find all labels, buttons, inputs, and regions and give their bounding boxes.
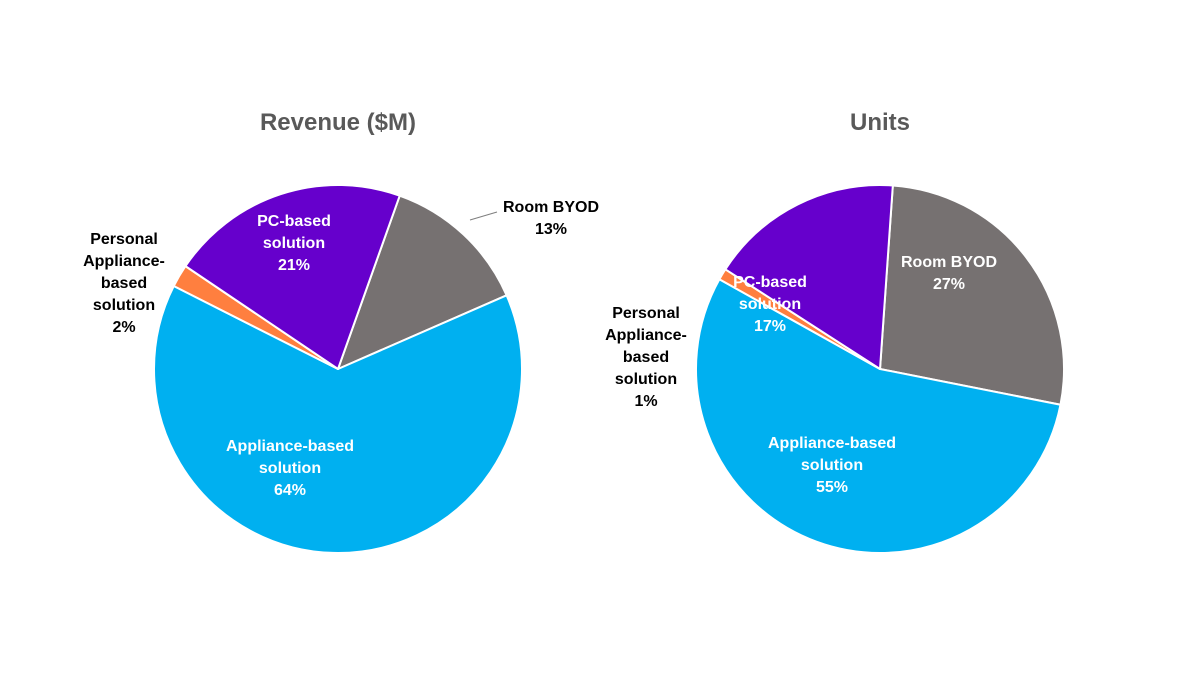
units-data-label-pc-based-solution: PC-based solution 17% [733,274,807,335]
units-data-label-personal-appliance-based-solution: Personal Appliance-based solution 1% [605,305,687,410]
units-data-label-appliance-based-solution: Appliance-based solution 55% [768,435,896,496]
revenue-chart-title: Revenue ($M) [260,109,416,136]
revenue-data-label-personal-appliance-based-solution: Personal Appliance-based solution 2% [83,231,165,336]
units-slice-appliance-based-solution [695,278,1062,554]
revenue-leader-line-room-byod [469,211,498,221]
units-slice-pc-based-solution [724,184,894,370]
revenue-data-label-room-byod: Room BYOD 13% [503,199,599,238]
revenue-data-label-pc-based-solution: PC-based solution 21% [257,213,331,274]
revenue-slice-appliance-based-solution [153,285,523,554]
revenue-slice-pc-based-solution [184,184,401,370]
units-slice-room-byod [879,184,1065,406]
revenue-slice-room-byod [337,194,508,370]
units-chart-title: Units [850,109,910,136]
revenue-pie-chart: Revenue ($M) Room BYOD 13% Appliance-based… [83,109,599,554]
revenue-data-label-appliance-based-solution: Appliance-based solution 64% [226,438,354,499]
units-pie-chart: Units Room BYOD 27% Appliance-based solutio… [605,109,1065,554]
units-data-label-room-byod: Room BYOD 27% [901,254,997,293]
